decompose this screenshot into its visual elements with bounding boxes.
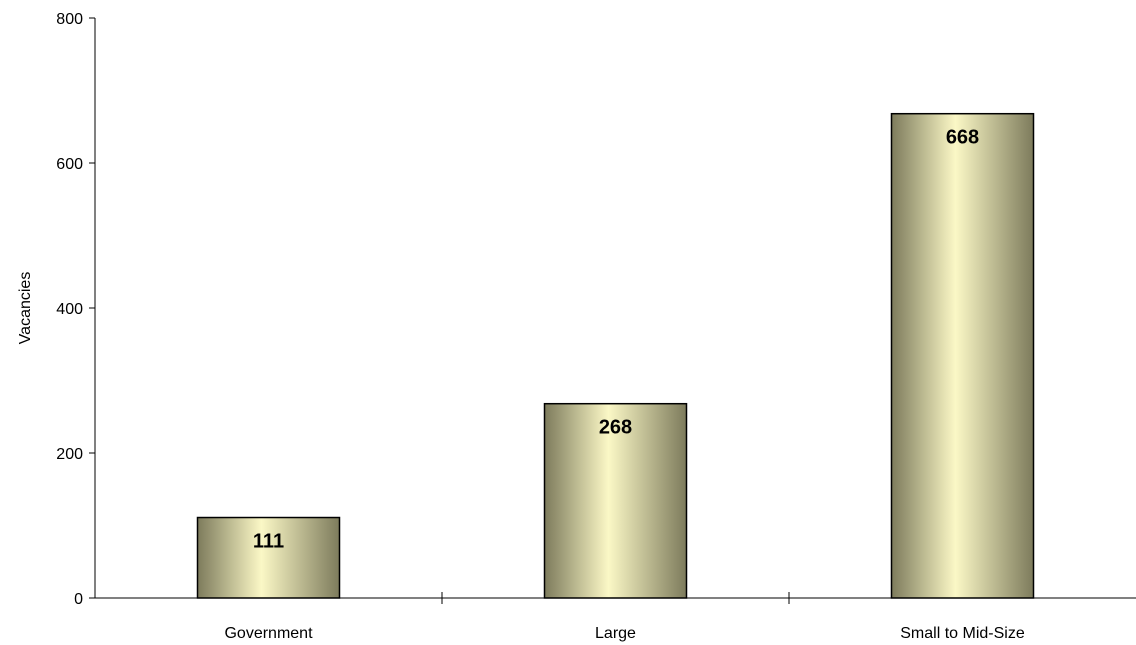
y-tick-label: 600	[56, 156, 83, 173]
bar-data-labels: 111 268 668	[253, 127, 979, 553]
y-tick-label: 200	[56, 446, 83, 463]
x-tick-label: Government	[224, 625, 313, 642]
bar-large	[543, 402, 688, 599]
x-tick-label: Small to Mid-Size	[900, 625, 1025, 642]
bar-value-label: 111	[253, 531, 284, 553]
bar-small-to-mid-size	[890, 112, 1035, 599]
bars	[196, 112, 1035, 599]
y-tick-label: 0	[74, 591, 83, 608]
bar-value-label: 668	[946, 127, 979, 149]
x-axis-labels: Government Large Small to Mid-Size	[224, 625, 1024, 642]
y-axis-ticks: 0 200 400 600 800	[56, 11, 95, 608]
y-tick-label: 400	[56, 301, 83, 318]
x-tick-label: Large	[595, 625, 636, 642]
y-axis-title: Vacancies	[17, 272, 34, 345]
y-tick-label: 800	[56, 11, 83, 28]
bar-value-label: 268	[599, 417, 632, 439]
